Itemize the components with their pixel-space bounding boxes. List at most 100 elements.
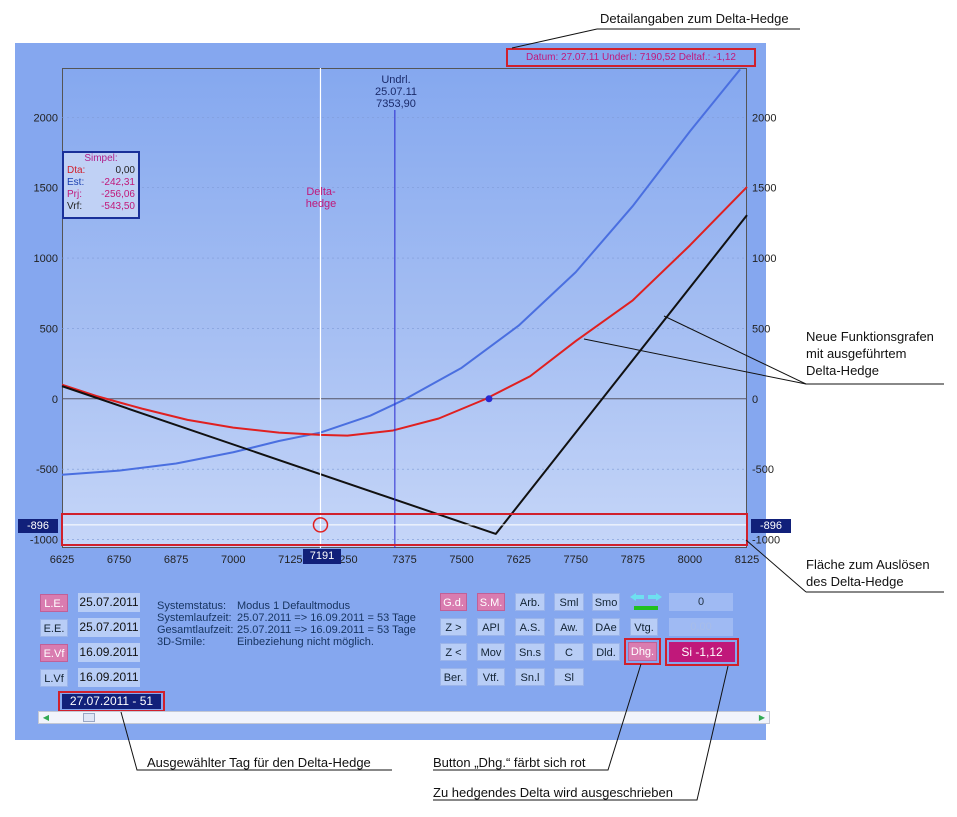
- y-tick-label: 1500: [34, 183, 58, 195]
- status-value: Modus 1 Defaultmodus: [237, 600, 351, 612]
- system-status-panel: Systemstatus: Modus 1 Defaultmodus System…: [157, 600, 427, 648]
- x-tick-labels: 6625 6750 6875 7000 7125 7375 7500 7625 7750 7875…: [50, 554, 759, 566]
- sns-button[interactable]: Sn.s: [515, 643, 545, 661]
- api-button[interactable]: API: [477, 618, 505, 636]
- series-line-1: [61, 186, 748, 437]
- ber-button[interactable]: Ber.: [440, 668, 467, 686]
- underlying-label-line: Undrl.: [381, 74, 411, 86]
- simpel-value: -543,50: [101, 201, 135, 212]
- aw-button[interactable]: Aw.: [554, 618, 584, 636]
- x-tick-label: 7750: [564, 554, 588, 566]
- simpel-title: Simpel:: [84, 153, 118, 164]
- time-scrollbar[interactable]: ◀ ▶: [38, 711, 770, 724]
- annotation-line: Neue Funktionsgrafen: [806, 329, 934, 344]
- simpel-value: -256,06: [101, 189, 135, 200]
- value-field-mid[interactable]: 0,00: [669, 618, 733, 636]
- lvf-button[interactable]: L.Vf: [40, 669, 68, 687]
- x-tick-label: 7000: [221, 554, 245, 566]
- underlying-label-line: 7353,90: [376, 98, 416, 110]
- simpel-value: 0,00: [115, 165, 135, 176]
- le-date: 25.07.2011: [78, 593, 140, 612]
- dhg-button-highlight: [624, 638, 661, 665]
- dhg-button[interactable]: Dhg.: [628, 642, 657, 661]
- annotation-line: mit ausgeführtem: [806, 346, 907, 361]
- chart-overlay: [62, 68, 747, 548]
- delta-hedge-label-line: Delta-: [306, 186, 336, 198]
- simpel-row: Vrf: -543,50: [64, 201, 138, 213]
- z-forward-button[interactable]: Z >: [440, 618, 467, 636]
- y-tick-label: 2000: [34, 112, 58, 124]
- gd-button[interactable]: G.d.: [440, 593, 467, 611]
- y-tick-label: -1000: [30, 535, 58, 547]
- scroll-right-icon[interactable]: ▶: [758, 713, 766, 722]
- cursor-y-label-left: -896: [18, 519, 58, 533]
- status-value: 25.07.2011 => 16.09.2011 = 53 Tage: [237, 612, 416, 624]
- scroll-left-icon[interactable]: ◀: [42, 713, 50, 722]
- x-tick-label: 7500: [449, 554, 473, 566]
- delta-hedge-trigger-area[interactable]: [61, 513, 748, 546]
- simpel-info-box: Simpel: Dta: 0,00 Est: -242,31 Prj: -256,06…: [62, 151, 140, 219]
- c-button[interactable]: C: [554, 643, 584, 661]
- delta-hedge-label: Delta- hedge: [291, 186, 351, 210]
- smo-button[interactable]: Smo: [592, 593, 620, 611]
- y-tick-label: 1000: [34, 253, 58, 265]
- dae-button[interactable]: DAe: [592, 618, 620, 636]
- ee-date: 25.07.2011: [78, 618, 140, 637]
- simpel-label: Est:: [67, 177, 85, 188]
- y-tick-label: 0: [52, 394, 58, 406]
- status-value: Einbeziehung nicht möglich.: [237, 636, 374, 648]
- dld-button[interactable]: Dld.: [592, 643, 620, 661]
- evf-button[interactable]: E.Vf: [40, 644, 68, 662]
- z-back-button[interactable]: Z <: [440, 643, 467, 661]
- x-tick-label: 8000: [678, 554, 702, 566]
- as-button[interactable]: A.S.: [515, 618, 545, 636]
- status-key: 3D-Smile:: [157, 636, 206, 648]
- y-tick-labels-right: 2000 1500 1000 500 0 -500 -1000: [752, 112, 780, 546]
- sml-button[interactable]: Sml: [554, 593, 584, 611]
- value-field-top[interactable]: 0: [669, 593, 733, 611]
- cursor-x-label: 7191: [303, 549, 341, 564]
- y-tick-label: 0: [752, 394, 758, 406]
- vtg-button[interactable]: Vtg.: [630, 618, 658, 636]
- y-tick-label: -500: [752, 464, 774, 476]
- x-tick-label: 6750: [107, 554, 131, 566]
- annotation-line: Delta-Hedge: [806, 363, 879, 378]
- swap-arrows-icon[interactable]: [628, 592, 664, 612]
- delta-hedge-label-line: hedge: [305, 198, 337, 210]
- chart-grid: [62, 116, 747, 540]
- x-tick-label: 6875: [164, 554, 188, 566]
- status-detail-box: Datum: 27.07.11 Underl.: 7190,52 Deltaf.…: [506, 48, 756, 67]
- x-tick-label: 7875: [621, 554, 645, 566]
- annotation-line: Fläche zum Auslösen: [806, 557, 930, 572]
- arb-button[interactable]: Arb.: [515, 593, 545, 611]
- y-tick-label: -500: [36, 464, 58, 476]
- status-value: 25.07.2011 => 16.09.2011 = 53 Tage: [237, 624, 416, 636]
- mov-button[interactable]: Mov: [477, 643, 505, 661]
- x-tick-label: 8125: [735, 554, 759, 566]
- y-tick-label: 1000: [752, 253, 776, 265]
- scroll-thumb[interactable]: [83, 713, 95, 722]
- vtf-button[interactable]: Vtf.: [477, 668, 505, 686]
- delta-value-highlight: [665, 638, 739, 666]
- y-tick-labels-left: 2000 1500 1000 500 0 -500 -1000: [30, 112, 58, 546]
- annotation-line: des Delta-Hedge: [806, 574, 904, 589]
- sl-button[interactable]: Sl: [554, 668, 584, 686]
- underlying-label-line: 25.07.11: [374, 86, 417, 98]
- snl-button[interactable]: Sn.l: [515, 668, 545, 686]
- simpel-row: Prj: -256,06: [64, 189, 138, 201]
- status-row: Systemlaufzeit: 25.07.2011 => 16.09.2011 …: [157, 612, 427, 624]
- ee-button[interactable]: E.E.: [40, 619, 68, 637]
- x-tick-label: 7625: [506, 554, 530, 566]
- annotation-delta-hedge-details: Detailangaben zum Delta-Hedge: [600, 11, 789, 26]
- underlying-label: Undrl. 25.07.11 7353,90: [360, 74, 432, 110]
- status-key: Systemlaufzeit:: [157, 612, 232, 624]
- plot-area[interactable]: [62, 68, 747, 548]
- evf-date: 16.09.2011: [78, 643, 140, 662]
- x-tick-label: 250: [339, 554, 357, 566]
- y-tick-label: 1500: [752, 183, 776, 195]
- selected-day-field[interactable]: 27.07.2011 - 51: [62, 694, 161, 709]
- sm-button[interactable]: S.M.: [477, 593, 505, 611]
- status-key: Gesamtlaufzeit:: [157, 624, 234, 636]
- le-button[interactable]: L.E.: [40, 594, 68, 612]
